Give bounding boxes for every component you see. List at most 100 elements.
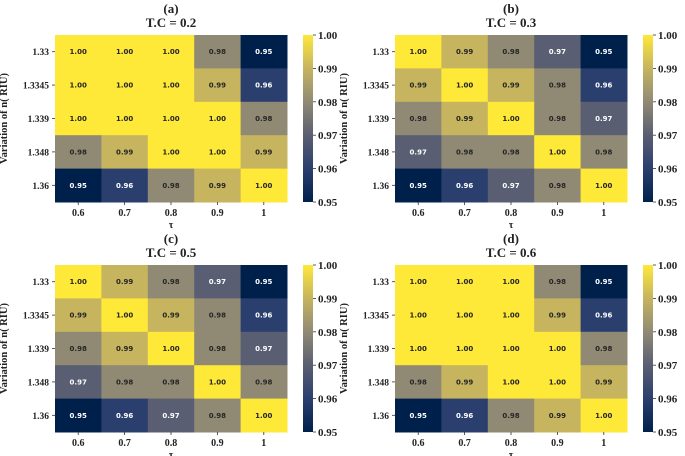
cell-value: 0.96 bbox=[595, 82, 612, 90]
y-tick-label: 1.33 bbox=[32, 48, 49, 58]
cell-value: 1.00 bbox=[255, 412, 272, 420]
y-tick-label: 1.339 bbox=[368, 345, 390, 355]
heatmap-cell bbox=[487, 68, 535, 103]
heatmap-cell bbox=[147, 101, 195, 136]
heatmap-cell bbox=[194, 298, 242, 333]
heatmap-cell bbox=[147, 35, 195, 69]
x-tick-label: 0.6 bbox=[412, 208, 425, 219]
cell-value: 0.99 bbox=[70, 312, 87, 320]
panel-label: (b) bbox=[503, 1, 519, 16]
heatmap-cell bbox=[487, 331, 535, 366]
cell-value: 0.98 bbox=[116, 378, 133, 386]
heatmap-cell bbox=[55, 298, 102, 333]
y-tick-label: 1.348 bbox=[28, 378, 50, 388]
cell-value: 0.99 bbox=[410, 82, 427, 90]
x-tick-label: 1 bbox=[601, 208, 606, 219]
heatmap-cell bbox=[101, 35, 149, 69]
cell-value: 0.99 bbox=[116, 278, 133, 286]
cell-value: 0.96 bbox=[456, 182, 473, 190]
heatmap-cell bbox=[55, 331, 102, 366]
cell-value: 1.00 bbox=[456, 345, 473, 353]
cell-value: 0.97 bbox=[502, 182, 519, 190]
y-tick-label: 1.36 bbox=[32, 412, 49, 422]
colorbar-tick-label: 0.97 bbox=[318, 360, 338, 372]
heatmap-cell bbox=[580, 68, 628, 103]
colorbar-tick-label: 0.98 bbox=[318, 327, 338, 339]
heatmap-cell bbox=[101, 168, 149, 203]
colorbar-tick-label: 0.96 bbox=[658, 394, 678, 406]
heatmap-cell bbox=[580, 101, 628, 136]
x-tick-label: 0.8 bbox=[165, 208, 178, 219]
heatmap-cell bbox=[395, 68, 442, 103]
cell-value: 1.00 bbox=[456, 312, 473, 320]
heatmap-panel-d: (d)T.C = 0.6 1.00 1.00 1.00 0.98 0.95 1.00 1.00… bbox=[339, 231, 678, 456]
heatmap-cell bbox=[487, 35, 535, 69]
cell-value: 1.00 bbox=[116, 82, 133, 90]
colorbar-tick-label: 0.98 bbox=[658, 327, 678, 339]
cell-value: 1.00 bbox=[162, 345, 179, 353]
heatmap-cell bbox=[580, 398, 628, 433]
x-axis-label: τ bbox=[509, 220, 514, 231]
y-tick-label: 1.339 bbox=[28, 345, 50, 355]
cell-value: 1.00 bbox=[456, 278, 473, 286]
heatmap-cell bbox=[194, 68, 242, 103]
heatmap-cell bbox=[441, 68, 489, 103]
y-tick-label: 1.3345 bbox=[363, 82, 389, 92]
panel-label: (c) bbox=[164, 231, 178, 246]
panel-label: (a) bbox=[163, 1, 178, 16]
x-tick-label: 0.8 bbox=[165, 438, 178, 449]
heatmap-cell bbox=[395, 398, 442, 433]
heatmap-cell bbox=[147, 298, 195, 333]
cell-value: 0.95 bbox=[595, 48, 612, 56]
y-tick-label: 1.33 bbox=[372, 278, 389, 288]
heatmap-cell bbox=[55, 35, 102, 69]
y-tick-label: 1.33 bbox=[32, 278, 49, 288]
heatmap-cell bbox=[240, 35, 288, 69]
cell-value: 0.99 bbox=[549, 312, 566, 320]
heatmap-cell bbox=[147, 365, 195, 400]
x-axis-label: τ bbox=[169, 220, 174, 231]
x-tick-label: 0.9 bbox=[551, 208, 564, 219]
cell-value: 0.95 bbox=[410, 182, 427, 190]
heatmap-cell bbox=[395, 331, 442, 366]
colorbar-tick-label: 0.96 bbox=[658, 164, 678, 176]
heatmap-cell bbox=[534, 168, 582, 203]
colorbar-tick-label: 0.97 bbox=[658, 360, 678, 372]
x-tick-label: 0.7 bbox=[118, 438, 131, 449]
colorbar-tick-label: 0.97 bbox=[318, 130, 338, 142]
heatmap-cell bbox=[487, 398, 535, 433]
heatmap-cell bbox=[101, 298, 149, 333]
cell-value: 0.99 bbox=[116, 148, 133, 156]
cell-value: 1.00 bbox=[595, 412, 612, 420]
heatmap-cell bbox=[534, 35, 582, 69]
heatmap-cell bbox=[240, 298, 288, 333]
cell-value: 0.95 bbox=[70, 182, 87, 190]
cell-value: 0.97 bbox=[70, 378, 87, 386]
heatmap-cell bbox=[395, 168, 442, 203]
x-tick-label: 0.6 bbox=[72, 438, 85, 449]
heatmap-cell bbox=[194, 35, 242, 69]
heatmap-cell bbox=[240, 331, 288, 366]
heatmap-cell bbox=[441, 398, 489, 433]
cell-value: 0.97 bbox=[595, 115, 612, 123]
cell-value: 0.99 bbox=[255, 148, 272, 156]
cell-value: 0.99 bbox=[456, 115, 473, 123]
x-axis-label: τ bbox=[509, 450, 514, 456]
cell-value: 1.00 bbox=[255, 182, 272, 190]
heatmap-cell bbox=[441, 298, 489, 333]
x-tick-label: 0.7 bbox=[458, 438, 471, 449]
colorbar bbox=[303, 265, 313, 432]
cell-value: 1.00 bbox=[410, 312, 427, 320]
heatmap-cell bbox=[147, 398, 195, 433]
cell-value: 0.98 bbox=[549, 278, 566, 286]
heatmap-cell bbox=[580, 365, 628, 400]
cell-value: 1.00 bbox=[549, 148, 566, 156]
cell-value: 0.96 bbox=[456, 412, 473, 420]
cell-value: 0.95 bbox=[410, 412, 427, 420]
cell-value: 0.98 bbox=[502, 148, 519, 156]
heatmap-cell bbox=[240, 135, 288, 170]
x-tick-label: 0.7 bbox=[458, 208, 471, 219]
heatmap-cell bbox=[240, 101, 288, 136]
cell-value: 0.95 bbox=[255, 278, 272, 286]
colorbar-tick-label: 0.99 bbox=[318, 63, 338, 75]
